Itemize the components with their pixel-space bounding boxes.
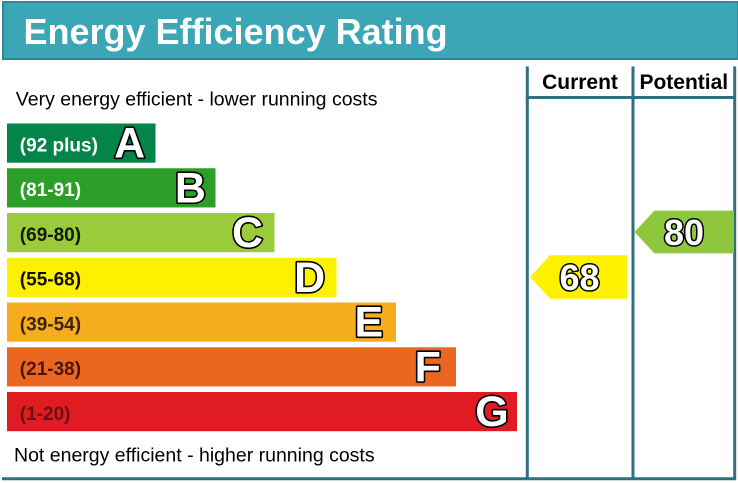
svg-text:80: 80 [664,212,704,253]
svg-text:E: E [354,299,383,347]
svg-text:(39-54): (39-54) [20,314,81,335]
svg-text:(55-68): (55-68) [20,270,81,291]
svg-text:Potential: Potential [639,71,728,94]
svg-text:Energy Efficiency Rating: Energy Efficiency Rating [24,11,448,52]
svg-text:Not energy efficient - higher: Not energy efficient - higher running co… [14,445,375,467]
svg-text:D: D [294,254,325,302]
svg-text:(69-80): (69-80) [20,225,81,246]
svg-text:68: 68 [559,257,599,298]
svg-text:B: B [175,164,206,212]
svg-text:A: A [114,120,145,168]
svg-text:(92 plus): (92 plus) [20,135,98,156]
svg-text:C: C [232,209,263,257]
svg-text:F: F [415,343,441,391]
svg-text:(81-91): (81-91) [20,180,81,201]
svg-text:(1-20): (1-20) [20,404,71,425]
svg-text:G: G [475,388,508,436]
svg-text:Current: Current [542,71,618,94]
svg-text:Very energy efficient - lower: Very energy efficient - lower running co… [16,88,378,110]
svg-text:(21-38): (21-38) [20,359,81,380]
